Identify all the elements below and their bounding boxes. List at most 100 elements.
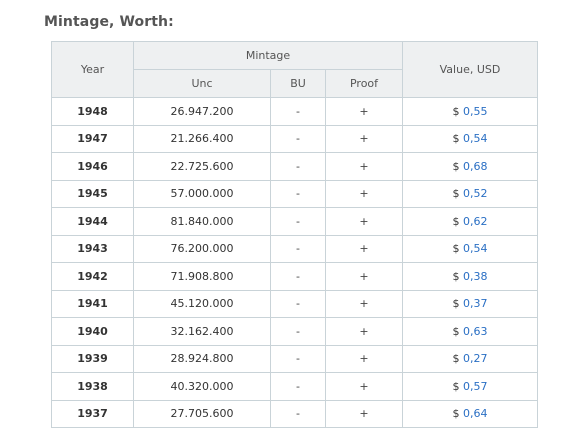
table-row: 1946 22.725.600- + $ 0,68	[51, 152, 538, 181]
table-row: 1945 57.000.000- + $ 0,52	[51, 179, 538, 208]
value-currency: $	[452, 159, 460, 173]
value-link[interactable]: 0,68	[463, 159, 488, 173]
cell-proof: +	[325, 152, 403, 181]
table-row: 1944 81.840.000- + $ 0,62	[51, 207, 538, 236]
table-row: 1939 28.924.800- + $ 0,27	[51, 344, 538, 373]
cell-bu: -	[270, 97, 326, 126]
cell-year: 1938	[51, 372, 134, 401]
value-currency: $	[452, 379, 460, 393]
value-currency: $	[452, 269, 460, 283]
value-link[interactable]: 0,52	[463, 187, 488, 201]
cell-unc-mintage: 26.947.200	[133, 97, 271, 126]
cell-year: 1948	[51, 97, 134, 126]
cell-value: $ 0,64	[402, 399, 538, 428]
cell-proof: +	[325, 234, 403, 263]
value-link[interactable]: 0,37	[463, 297, 488, 311]
cell-unc-mintage: 40.320.000	[133, 372, 271, 401]
cell-year: 1942	[51, 262, 134, 291]
cell-proof: +	[325, 207, 403, 236]
value-link[interactable]: 0,63	[463, 324, 488, 338]
cell-proof: +	[325, 344, 403, 373]
cell-value: $ 0,38	[402, 262, 538, 291]
cell-bu: -	[270, 207, 326, 236]
header-value-usd: Value, USD	[402, 41, 538, 98]
cell-year: 1940	[51, 317, 134, 346]
value-currency: $	[452, 214, 460, 228]
cell-year: 1937	[51, 399, 134, 428]
cell-value: $ 0,68	[402, 152, 538, 181]
cell-bu: -	[270, 344, 326, 373]
value-currency: $	[452, 187, 460, 201]
table-row: 1937 27.705.600- + $ 0,64	[51, 399, 538, 428]
cell-unc-mintage: 21.266.400	[133, 124, 271, 153]
cell-bu: -	[270, 234, 326, 263]
value-currency: $	[452, 132, 460, 146]
cell-value: $ 0,54	[402, 234, 538, 263]
header-year: Year	[51, 41, 134, 98]
value-currency: $	[452, 104, 460, 118]
header-mintage-group: Mintage	[133, 41, 403, 70]
table-row: 1942 71.908.800- + $ 0,38	[51, 262, 538, 291]
cell-year: 1939	[51, 344, 134, 373]
value-currency: $	[452, 407, 460, 421]
value-currency: $	[452, 297, 460, 311]
cell-value: $ 0,54	[402, 124, 538, 153]
cell-unc-mintage: 71.908.800	[133, 262, 271, 291]
cell-bu: -	[270, 262, 326, 291]
header-unc: Unc	[133, 69, 271, 98]
cell-value: $ 0,63	[402, 317, 538, 346]
cell-bu: -	[270, 289, 326, 318]
value-link[interactable]: 0,57	[463, 379, 488, 393]
value-currency: $	[452, 352, 460, 366]
cell-value: $ 0,57	[402, 372, 538, 401]
value-link[interactable]: 0,27	[463, 352, 488, 366]
cell-value: $ 0,27	[402, 344, 538, 373]
cell-proof: +	[325, 289, 403, 318]
cell-proof: +	[325, 124, 403, 153]
cell-unc-mintage: 57.000.000	[133, 179, 271, 208]
value-link[interactable]: 0,54	[463, 242, 488, 256]
header-bu: BU	[270, 69, 326, 98]
cell-year: 1943	[51, 234, 134, 263]
table-row: 1941 45.120.000- + $ 0,37	[51, 289, 538, 318]
cell-proof: +	[325, 399, 403, 428]
cell-unc-mintage: 45.120.000	[133, 289, 271, 318]
cell-unc-mintage: 76.200.000	[133, 234, 271, 263]
cell-year: 1946	[51, 152, 134, 181]
section-title: Mintage, Worth:	[44, 14, 174, 30]
value-link[interactable]: 0,62	[463, 214, 488, 228]
cell-bu: -	[270, 372, 326, 401]
mintage-table: Year Mintage Value, USD Unc BU Proof 194…	[51, 41, 538, 428]
value-link[interactable]: 0,54	[463, 132, 488, 146]
table-row: 1943 76.200.000- + $ 0,54	[51, 234, 538, 263]
cell-proof: +	[325, 372, 403, 401]
value-link[interactable]: 0,38	[463, 269, 488, 283]
table-row: 1940 32.162.400- + $ 0,63	[51, 317, 538, 346]
cell-year: 1947	[51, 124, 134, 153]
cell-proof: +	[325, 179, 403, 208]
cell-bu: -	[270, 152, 326, 181]
cell-proof: +	[325, 317, 403, 346]
value-link[interactable]: 0,64	[463, 407, 488, 421]
cell-unc-mintage: 27.705.600	[133, 399, 271, 428]
cell-value: $ 0,37	[402, 289, 538, 318]
cell-bu: -	[270, 179, 326, 208]
cell-unc-mintage: 22.725.600	[133, 152, 271, 181]
cell-unc-mintage: 28.924.800	[133, 344, 271, 373]
cell-bu: -	[270, 124, 326, 153]
cell-value: $ 0,52	[402, 179, 538, 208]
cell-unc-mintage: 32.162.400	[133, 317, 271, 346]
cell-bu: -	[270, 399, 326, 428]
table-row: 1938 40.320.000- + $ 0,57	[51, 372, 538, 401]
value-currency: $	[452, 324, 460, 338]
value-link[interactable]: 0,55	[463, 104, 488, 118]
cell-bu: -	[270, 317, 326, 346]
cell-value: $ 0,62	[402, 207, 538, 236]
cell-unc-mintage: 81.840.000	[133, 207, 271, 236]
cell-year: 1944	[51, 207, 134, 236]
cell-year: 1941	[51, 289, 134, 318]
cell-proof: +	[325, 97, 403, 126]
cell-proof: +	[325, 262, 403, 291]
cell-value: $ 0,55	[402, 97, 538, 126]
header-proof: Proof	[325, 69, 403, 98]
